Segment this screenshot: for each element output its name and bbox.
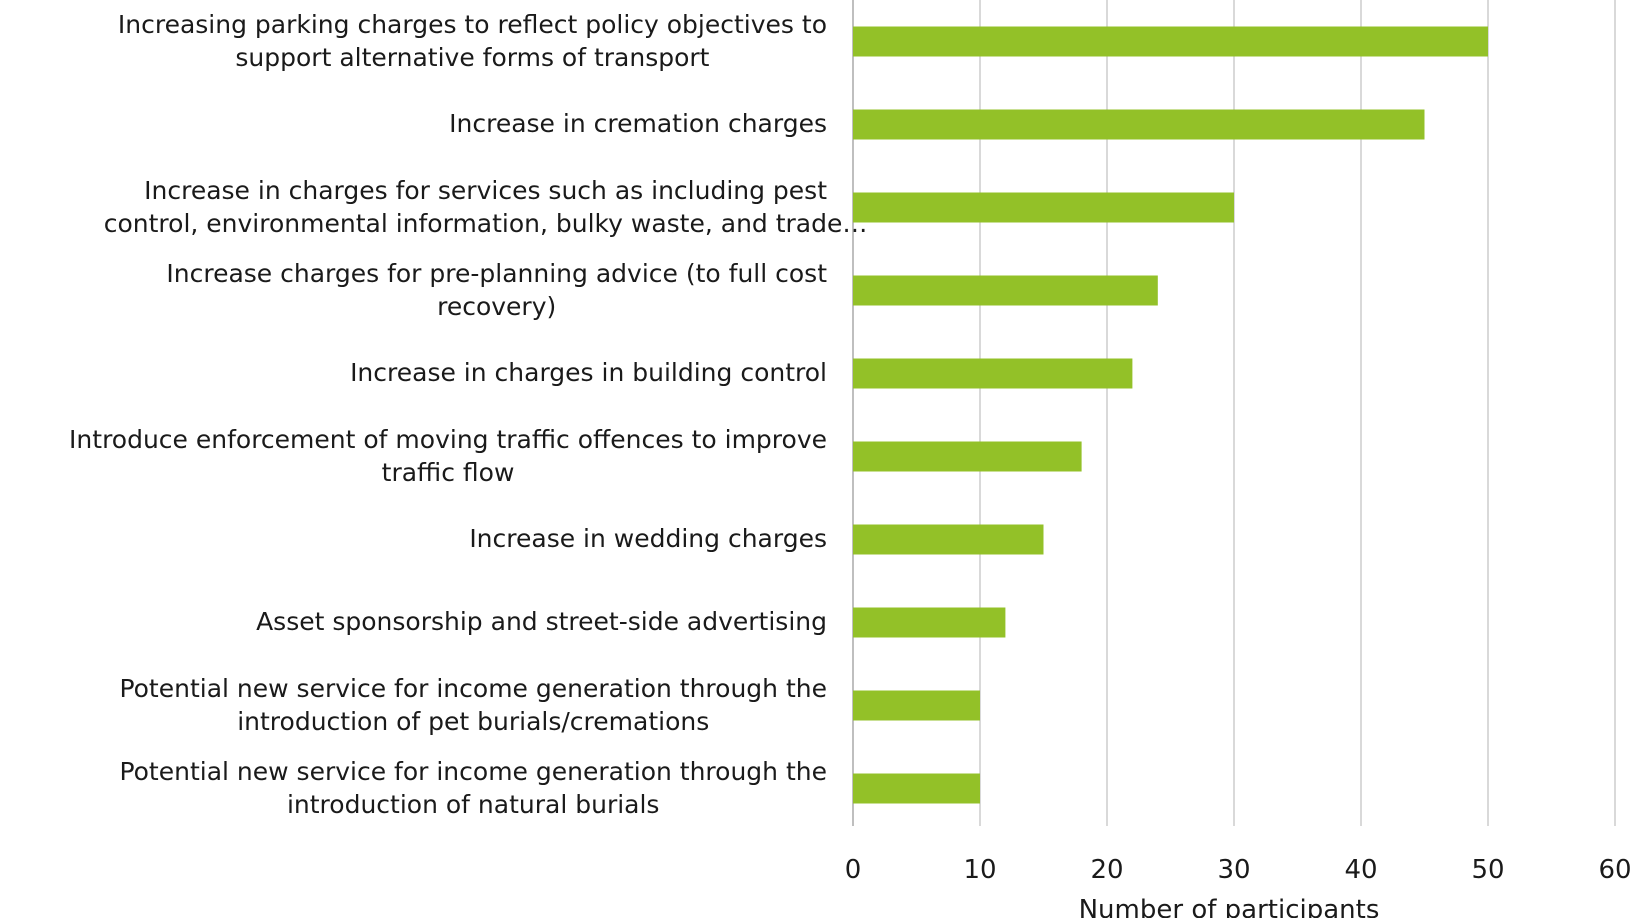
category-label-line: traffic flow: [381, 457, 515, 487]
bar: [853, 773, 980, 804]
category-label-line: Potential new service for income generat…: [119, 673, 827, 703]
category-label: Asset sponsorship and street-side advert…: [0, 605, 827, 638]
x-tick-label: 0: [845, 855, 862, 885]
category-label-line: Increase in cremation charges: [449, 109, 827, 138]
category-label-line: recovery): [437, 291, 557, 321]
bar: [853, 607, 1006, 638]
bar: [853, 441, 1082, 472]
bar: [853, 192, 1234, 223]
x-tick-label: 50: [1471, 855, 1504, 885]
x-tick-label: 30: [1217, 855, 1250, 885]
category-label-line: Increase charges for pre-planning advice…: [166, 258, 827, 288]
bar: [853, 26, 1488, 57]
category-label-line: Increase in charges for services such as…: [144, 175, 827, 205]
category-label-line: control, environmental information, bulk…: [103, 208, 868, 238]
category-label: Increasing parking charges to reflect po…: [0, 8, 827, 74]
bar: [853, 524, 1044, 555]
bar: [853, 358, 1133, 389]
bar: [853, 275, 1158, 306]
category-label-line: Increase in charges in building control: [350, 358, 827, 387]
category-label-line: Introduce enforcement of moving traffic …: [69, 424, 827, 454]
x-axis-title: Number of participants: [1079, 895, 1380, 918]
category-label: Increase charges for pre-planning advice…: [0, 257, 827, 323]
x-tick-label: 40: [1344, 855, 1377, 885]
category-label-line: introduction of natural burials: [286, 789, 660, 819]
category-label: Potential new service for income generat…: [0, 755, 827, 821]
category-label-line: introduction of pet burials/cremations: [237, 706, 710, 736]
category-label: Potential new service for income generat…: [0, 672, 827, 738]
category-label-line: Potential new service for income generat…: [119, 756, 827, 786]
bar: [853, 109, 1425, 140]
bar: [853, 690, 980, 721]
category-label-line: Increasing parking charges to reflect po…: [117, 9, 827, 39]
category-label: Increase in charges for services such as…: [0, 174, 868, 240]
category-label: Introduce enforcement of moving traffic …: [0, 423, 827, 489]
category-label: Increase in cremation charges: [0, 107, 827, 140]
category-label: Increase in wedding charges: [0, 522, 827, 555]
category-label: Increase in charges in building control: [0, 356, 827, 389]
x-tick-label: 20: [1090, 855, 1123, 885]
category-label-line: Increase in wedding charges: [469, 524, 827, 553]
x-tick-label: 10: [963, 855, 996, 885]
category-label-line: Asset sponsorship and street-side advert…: [256, 607, 827, 636]
x-tick-label: 60: [1598, 855, 1631, 885]
category-label-line: support alternative forms of transport: [235, 42, 710, 72]
